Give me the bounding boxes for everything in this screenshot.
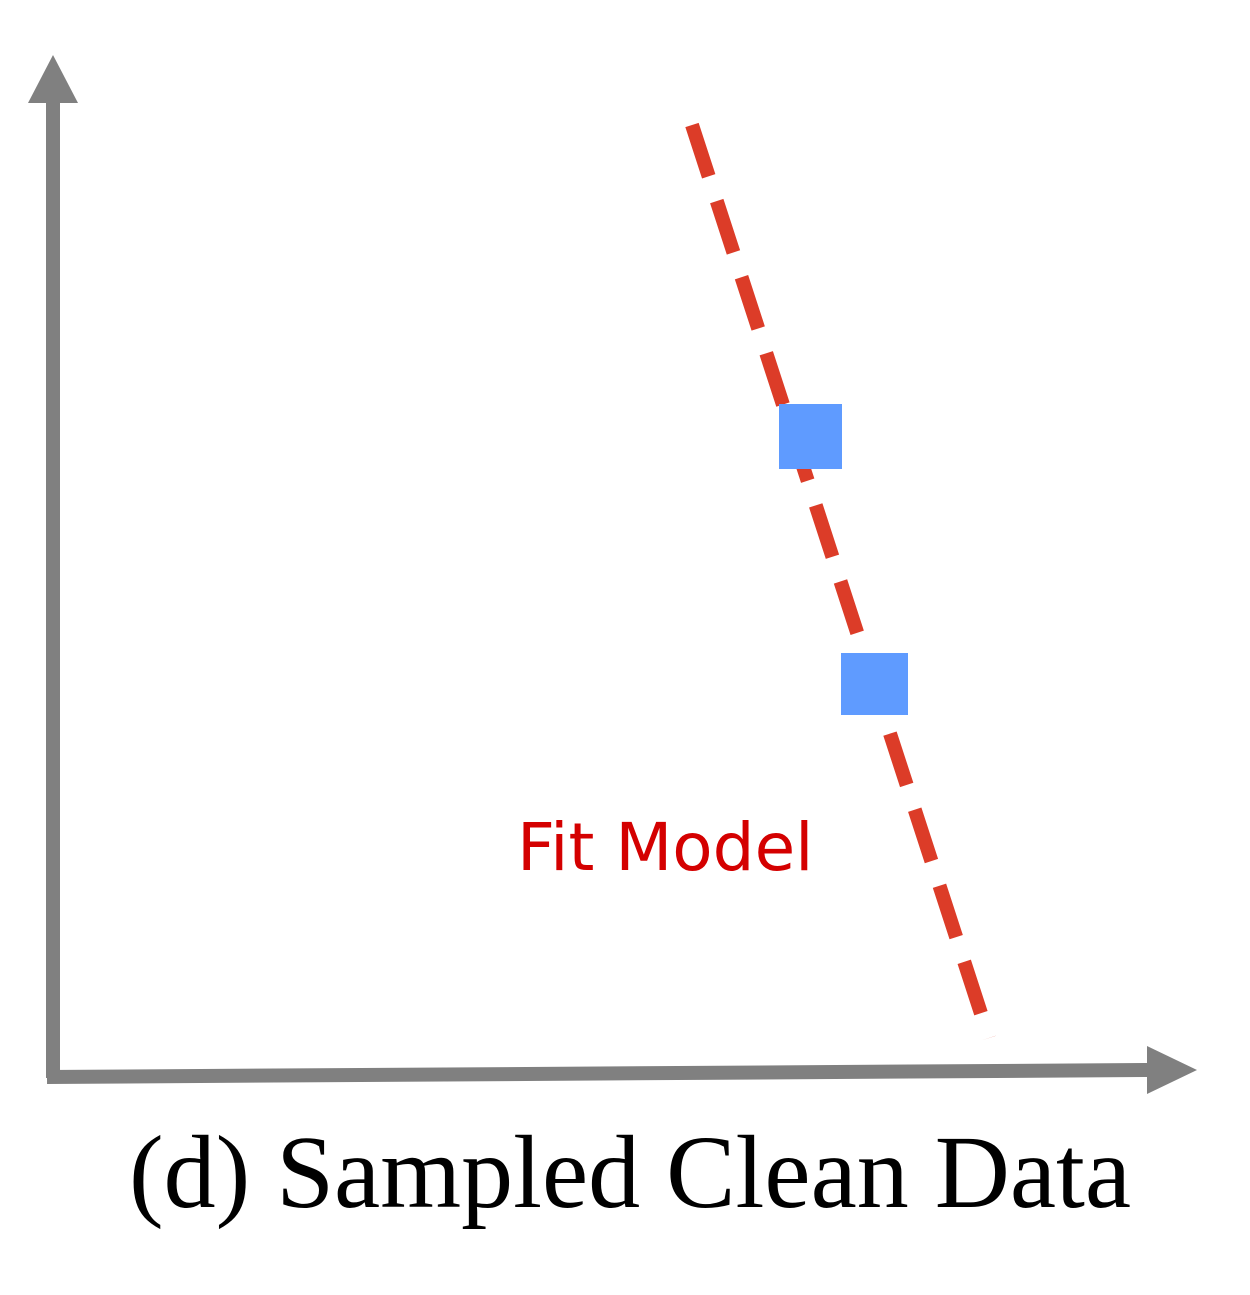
x-axis [46,1046,1197,1094]
sample-point [841,653,908,715]
x-axis-arrowhead [1147,1046,1197,1094]
figure-caption: (d) Sampled Clean Data [129,1115,1131,1230]
y-axis-arrowhead [28,55,78,103]
fit-model-label: Fit Model [517,809,814,886]
sample-points [779,404,908,715]
fit-model-line [685,122,996,1041]
x-axis-line [46,1063,1151,1084]
sample-point [779,404,842,469]
y-axis [28,55,78,1078]
